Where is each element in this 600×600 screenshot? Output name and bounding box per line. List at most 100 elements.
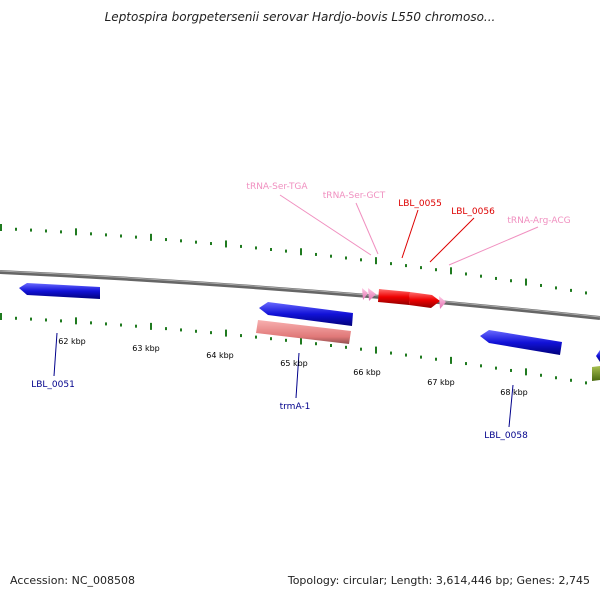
minor-tick <box>255 246 257 250</box>
minor-tick <box>435 357 437 361</box>
minor-tick <box>570 288 572 292</box>
minor-tick <box>315 342 317 346</box>
label-trna-ser-tga[interactable]: tRNA-Ser-TGA <box>246 182 308 192</box>
minor-tick <box>345 345 347 349</box>
minor-tick <box>60 319 62 323</box>
major-tick <box>375 257 377 265</box>
major-tick <box>225 240 227 248</box>
minor-tick <box>60 230 62 234</box>
minor-tick <box>330 343 332 347</box>
scale-label: 63 kbp <box>132 344 160 353</box>
major-tick <box>150 233 152 241</box>
minor-tick <box>210 331 212 335</box>
major-tick <box>375 346 377 354</box>
major-tick <box>225 329 227 337</box>
minor-tick <box>105 322 107 326</box>
minor-tick <box>255 335 257 339</box>
minor-tick <box>165 238 167 242</box>
gene-arrow-lbl-0058[interactable] <box>480 330 562 355</box>
label-lbl-0056[interactable]: LBL_0056 <box>451 207 495 217</box>
major-tick <box>450 356 452 364</box>
gene-arrow-lbl-0056[interactable] <box>409 292 440 308</box>
label-trna-arg-acg[interactable]: tRNA-Arg-ACG <box>507 216 570 226</box>
minor-tick <box>240 334 242 338</box>
major-tick <box>450 267 452 275</box>
gene-arrow-right-edge[interactable] <box>596 350 600 362</box>
label-lbl-0058[interactable]: LBL_0058 <box>484 431 528 441</box>
label-trma-1[interactable]: trmA-1 <box>280 402 311 412</box>
scale-label: 65 kbp <box>280 359 308 368</box>
major-tick <box>75 317 77 325</box>
gene-arrow-trma-1[interactable] <box>259 302 353 326</box>
minor-tick <box>240 244 242 248</box>
minor-tick <box>555 286 557 290</box>
minor-tick <box>465 272 467 276</box>
minor-tick <box>360 258 362 262</box>
other-feature-arrow[interactable] <box>592 366 600 381</box>
major-tick <box>300 248 302 256</box>
minor-tick <box>180 239 182 243</box>
minor-tick <box>90 321 92 325</box>
minor-tick <box>195 329 197 333</box>
minor-tick <box>45 318 47 322</box>
label-lbl-0055[interactable]: LBL_0055 <box>398 199 442 209</box>
major-tick <box>525 278 527 286</box>
label-connectors <box>53 194 539 428</box>
minor-tick <box>30 317 32 321</box>
minor-tick <box>270 247 272 251</box>
gene-arrow-lbl-0051[interactable] <box>19 283 100 299</box>
scale-label: 68 kbp <box>500 388 528 397</box>
minor-tick <box>540 283 542 287</box>
minor-tick <box>315 252 317 256</box>
upper-tick-track <box>0 224 587 295</box>
feature-labels: LBL_0051 trmA-1 LBL_0058 tRNA-Ser-TGA tR… <box>31 182 570 441</box>
minor-tick <box>285 249 287 253</box>
trna-arrow-ser-tga[interactable] <box>362 288 368 300</box>
label-trna-ser-gct[interactable]: tRNA-Ser-GCT <box>323 191 386 201</box>
minor-tick <box>570 378 572 382</box>
trna-arrow-arg-acg[interactable] <box>439 296 446 309</box>
minor-tick <box>405 353 407 357</box>
major-tick <box>75 228 77 236</box>
minor-tick <box>180 328 182 332</box>
minor-tick <box>270 337 272 341</box>
minor-tick <box>195 240 197 244</box>
trna-arrow-ser-gct[interactable] <box>368 288 376 301</box>
rrna-arrow[interactable] <box>256 320 351 344</box>
minor-tick <box>165 327 167 331</box>
major-tick <box>525 368 527 376</box>
minor-tick <box>435 268 437 272</box>
minor-tick <box>555 376 557 380</box>
minor-tick <box>135 324 137 328</box>
minor-tick <box>345 256 347 260</box>
label-lbl-0051[interactable]: LBL_0051 <box>31 380 75 390</box>
scale-label: 64 kbp <box>206 351 234 360</box>
minor-tick <box>45 229 47 233</box>
major-tick <box>300 337 302 345</box>
scale-label: 66 kbp <box>353 368 381 377</box>
gene-arrow-lbl-0055[interactable] <box>378 289 410 305</box>
minor-tick <box>585 381 587 385</box>
minor-tick <box>120 234 122 238</box>
minor-tick <box>420 266 422 270</box>
lower-tick-track <box>0 313 587 385</box>
genome-summary-text: Topology: circular; Length: 3,614,446 bp… <box>287 574 590 587</box>
map-title: Leptospira borgpetersenii serovar Hardjo… <box>104 10 496 24</box>
accession-text: Accession: NC_008508 <box>10 574 136 587</box>
minor-tick <box>390 262 392 266</box>
minor-tick <box>30 228 32 232</box>
minor-tick <box>480 364 482 368</box>
minor-tick <box>360 347 362 351</box>
major-tick <box>0 313 2 320</box>
minor-tick <box>420 355 422 359</box>
minor-tick <box>120 323 122 327</box>
scale-label: 62 kbp <box>58 337 86 346</box>
minor-tick <box>15 316 17 320</box>
major-tick <box>0 224 2 231</box>
minor-tick <box>135 235 137 239</box>
genome-backbone <box>0 270 600 320</box>
minor-tick <box>480 274 482 278</box>
minor-tick <box>285 338 287 342</box>
minor-tick <box>90 232 92 236</box>
